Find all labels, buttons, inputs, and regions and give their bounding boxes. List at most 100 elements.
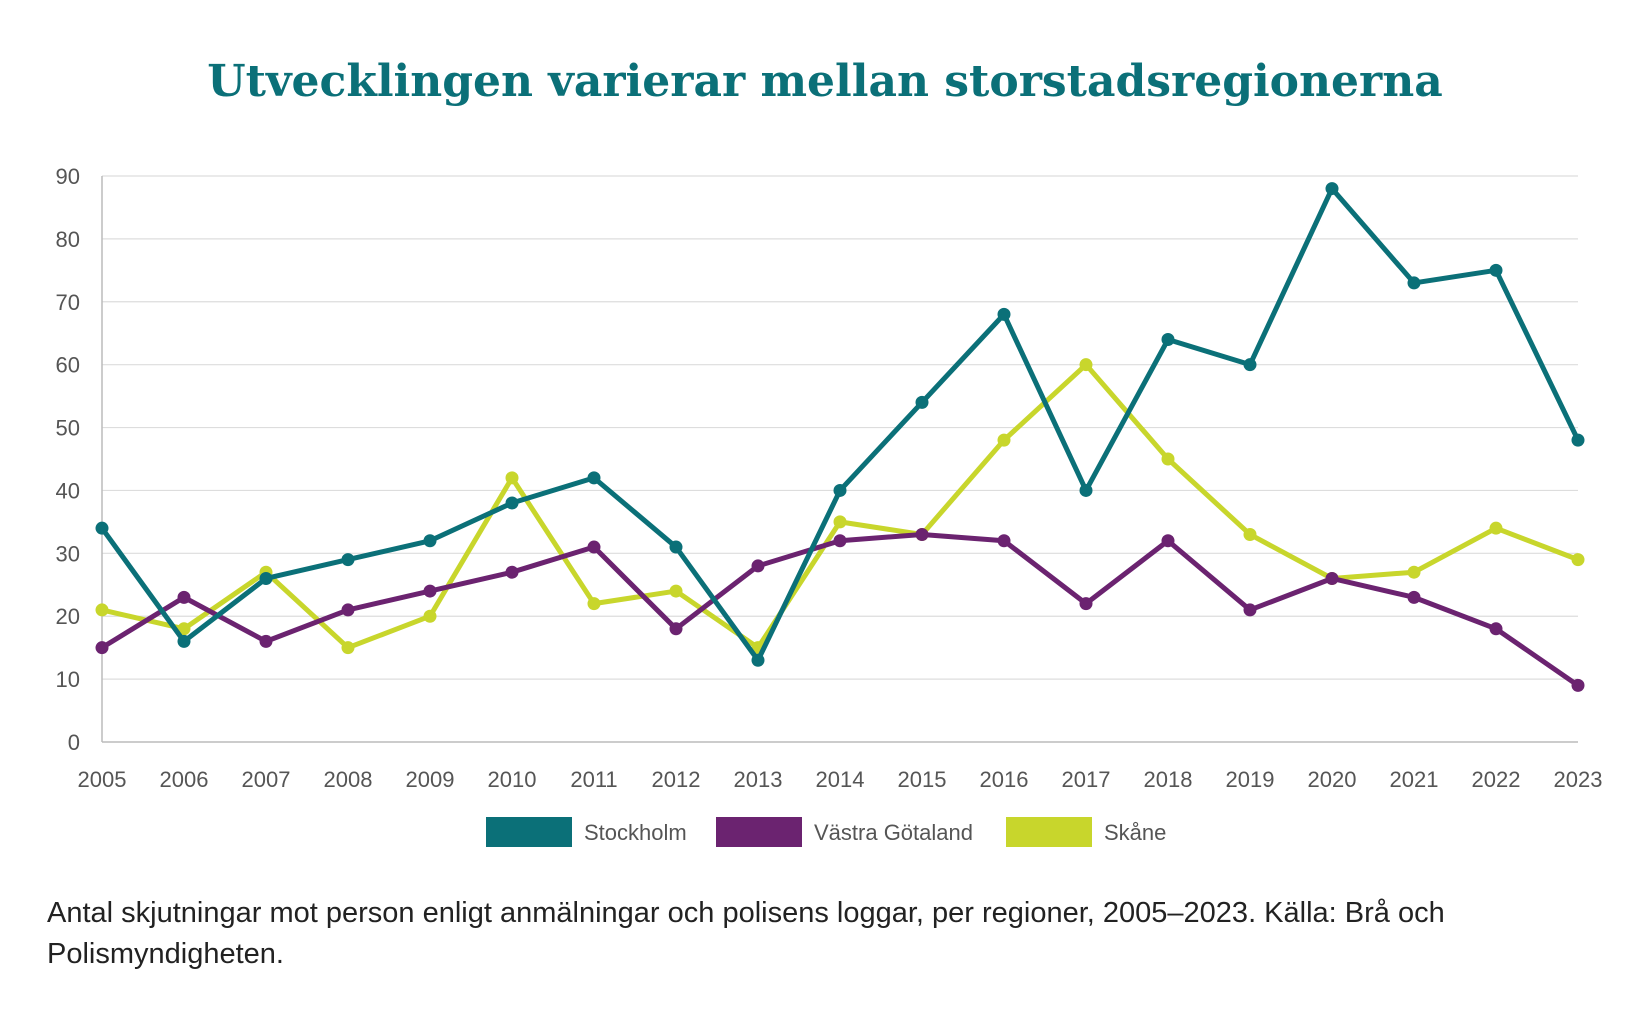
y-tick-label: 50 bbox=[56, 416, 80, 441]
x-tick-label: 2016 bbox=[980, 767, 1029, 792]
data-point-sk-ne bbox=[1079, 358, 1093, 372]
y-tick-label: 60 bbox=[56, 353, 80, 378]
y-tick-label: 0 bbox=[68, 730, 80, 755]
x-tick-label: 2020 bbox=[1308, 767, 1357, 792]
chart-title: Utvecklingen varierar mellan storstadsre… bbox=[207, 56, 1443, 107]
data-point-stockholm bbox=[259, 571, 273, 585]
data-point-v-stra-g-taland bbox=[1407, 590, 1421, 604]
data-point-stockholm bbox=[341, 553, 355, 567]
legend-item-sk-ne: Skåne bbox=[1006, 817, 1166, 847]
x-tick-label: 2017 bbox=[1062, 767, 1111, 792]
series-sk-ne bbox=[95, 358, 1585, 655]
data-point-v-stra-g-taland bbox=[95, 641, 109, 655]
series-line-sk-ne bbox=[99, 362, 1581, 651]
legend-swatch-stockholm bbox=[486, 817, 572, 847]
data-point-stockholm bbox=[505, 496, 519, 510]
x-tick-label: 2015 bbox=[898, 767, 947, 792]
line-chart: 0 10 20 30 40 50 60 70 80 90 2005 2006 2007 2008 2009 2… bbox=[56, 164, 1603, 847]
x-tick-label: 2013 bbox=[734, 767, 783, 792]
legend-swatch-sk-ne bbox=[1006, 817, 1092, 847]
data-point-v-stra-g-taland bbox=[1161, 534, 1175, 548]
data-point-sk-ne bbox=[833, 515, 847, 529]
gridlines bbox=[102, 175, 1578, 680]
data-point-v-stra-g-taland bbox=[177, 590, 191, 604]
x-tick-label: 2014 bbox=[816, 767, 865, 792]
x-tick-label: 2005 bbox=[78, 767, 127, 792]
data-point-stockholm bbox=[1079, 483, 1093, 497]
x-tick-label: 2010 bbox=[488, 767, 537, 792]
data-point-stockholm bbox=[587, 471, 601, 485]
series-v-stra-g-taland bbox=[95, 527, 1585, 692]
x-tick-label: 2012 bbox=[652, 767, 701, 792]
series-line-v-stra-g-taland bbox=[99, 531, 1581, 688]
series-line-stockholm bbox=[99, 186, 1581, 663]
data-point-sk-ne bbox=[997, 433, 1011, 447]
data-point-stockholm bbox=[1571, 433, 1585, 447]
data-point-stockholm bbox=[1407, 276, 1421, 290]
x-tick-label: 2008 bbox=[324, 767, 373, 792]
data-point-stockholm bbox=[1161, 333, 1175, 347]
data-point-v-stra-g-taland bbox=[423, 584, 437, 598]
data-point-v-stra-g-taland bbox=[259, 634, 273, 648]
x-tick-label: 2019 bbox=[1226, 767, 1275, 792]
legend-item-stockholm: Stockholm bbox=[486, 817, 687, 847]
x-tick-label: 2023 bbox=[1554, 767, 1603, 792]
data-point-v-stra-g-taland bbox=[833, 534, 847, 548]
data-point-stockholm bbox=[833, 483, 847, 497]
data-point-sk-ne bbox=[1243, 527, 1257, 541]
axes: 0 10 20 30 40 50 60 70 80 90 2005 2006 2007 2008 2009 2… bbox=[56, 164, 1603, 792]
x-tick-label: 2021 bbox=[1390, 767, 1439, 792]
y-tick-label: 70 bbox=[56, 290, 80, 315]
data-point-v-stra-g-taland bbox=[1325, 571, 1339, 585]
data-point-v-stra-g-taland bbox=[669, 622, 683, 636]
data-point-stockholm bbox=[1243, 358, 1257, 372]
x-tick-label: 2009 bbox=[406, 767, 455, 792]
legend: Stockholm Västra Götaland Skåne bbox=[486, 817, 1166, 847]
data-point-stockholm bbox=[177, 634, 191, 648]
x-tick-label: 2007 bbox=[242, 767, 291, 792]
data-point-v-stra-g-taland bbox=[587, 540, 601, 554]
legend-label-stockholm: Stockholm bbox=[584, 820, 687, 845]
data-point-stockholm bbox=[915, 395, 929, 409]
chart-caption: Antal skjutningar mot person enligt anmä… bbox=[47, 897, 1445, 970]
data-point-stockholm bbox=[423, 534, 437, 548]
data-point-sk-ne bbox=[1407, 565, 1421, 579]
data-point-v-stra-g-taland bbox=[1079, 597, 1093, 611]
data-point-v-stra-g-taland bbox=[1489, 622, 1503, 636]
data-point-v-stra-g-taland bbox=[341, 603, 355, 617]
data-point-v-stra-g-taland bbox=[505, 565, 519, 579]
data-point-sk-ne bbox=[95, 603, 109, 617]
data-point-stockholm bbox=[1489, 263, 1503, 277]
x-tick-label: 2011 bbox=[570, 767, 617, 792]
data-point-v-stra-g-taland bbox=[1571, 678, 1585, 692]
y-tick-label: 30 bbox=[56, 541, 80, 566]
y-tick-label: 10 bbox=[56, 667, 80, 692]
legend-label-sk-ne: Skåne bbox=[1104, 820, 1166, 845]
legend-swatch-v-stra-g-taland bbox=[716, 817, 802, 847]
data-point-sk-ne bbox=[423, 609, 437, 623]
data-point-stockholm bbox=[669, 540, 683, 554]
x-tick-label: 2006 bbox=[160, 767, 209, 792]
data-point-sk-ne bbox=[1161, 452, 1175, 466]
y-tick-label: 20 bbox=[56, 604, 80, 629]
data-point-sk-ne bbox=[669, 584, 683, 598]
y-tick-label: 40 bbox=[56, 478, 80, 503]
data-point-stockholm bbox=[997, 307, 1011, 321]
data-point-sk-ne bbox=[341, 641, 355, 655]
data-point-v-stra-g-taland bbox=[1243, 603, 1257, 617]
data-point-v-stra-g-taland bbox=[915, 527, 929, 541]
y-tick-label: 80 bbox=[56, 227, 80, 252]
data-point-sk-ne bbox=[505, 471, 519, 485]
series-lines bbox=[95, 182, 1585, 692]
data-point-v-stra-g-taland bbox=[997, 534, 1011, 548]
legend-label-v-stra-g-taland: Västra Götaland bbox=[814, 820, 973, 845]
data-point-v-stra-g-taland bbox=[751, 559, 765, 573]
data-point-stockholm bbox=[95, 521, 109, 535]
x-tick-label: 2022 bbox=[1472, 767, 1521, 792]
data-point-stockholm bbox=[1325, 182, 1339, 196]
data-point-sk-ne bbox=[177, 622, 191, 636]
data-point-sk-ne bbox=[1571, 553, 1585, 567]
data-point-sk-ne bbox=[1489, 521, 1503, 535]
x-tick-label: 2018 bbox=[1144, 767, 1193, 792]
data-point-stockholm bbox=[751, 653, 765, 667]
